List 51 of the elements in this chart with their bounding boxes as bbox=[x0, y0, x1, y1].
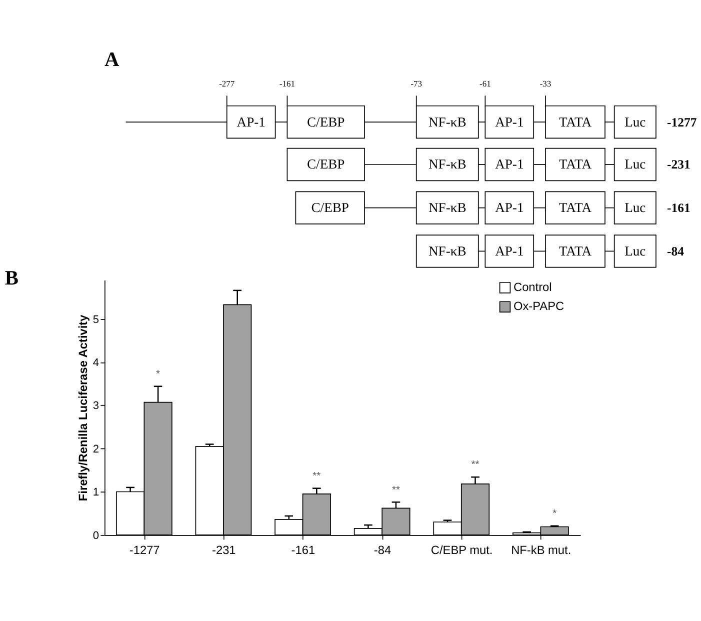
x-tick-label: -161 bbox=[291, 543, 316, 558]
text: AP-1 bbox=[495, 114, 524, 130]
legend-label: Control bbox=[514, 280, 552, 294]
text: -161 bbox=[279, 78, 295, 88]
y-tick-label: 3 bbox=[92, 400, 99, 412]
x-tick-label: -84 bbox=[374, 543, 392, 558]
text: -33 bbox=[540, 78, 552, 88]
x-tick-label: -231 bbox=[212, 543, 236, 558]
legend-label: Ox-PAPC bbox=[514, 299, 565, 314]
x-tick-label: NF-kB mut. bbox=[511, 543, 572, 558]
text: NF-κB bbox=[428, 243, 466, 258]
text: Luc bbox=[624, 114, 646, 130]
annotation: ** bbox=[471, 460, 480, 471]
text: NF-κB bbox=[428, 156, 466, 172]
y-tick-label: 4 bbox=[92, 356, 99, 369]
y-tick-label: 1 bbox=[92, 486, 99, 499]
text: -161 bbox=[667, 201, 690, 216]
text: AP-1 bbox=[495, 156, 524, 172]
text: -61 bbox=[480, 78, 491, 88]
text: -1277 bbox=[667, 115, 698, 130]
text: AP-1 bbox=[495, 200, 524, 216]
x-tick-label: C/EBP mut. bbox=[430, 543, 493, 558]
text: Luc bbox=[624, 243, 646, 258]
annotation: * bbox=[552, 508, 557, 520]
y-tick-label: 0 bbox=[92, 530, 99, 542]
text: A bbox=[104, 48, 120, 71]
annotation: * bbox=[156, 368, 160, 380]
annotation: ** bbox=[392, 484, 400, 496]
y-axis-title: Firefly/Renilla Luciferase Activity bbox=[76, 314, 90, 502]
y-tick-label: 2 bbox=[92, 443, 99, 456]
chart-title: B bbox=[4, 267, 19, 290]
text: AP-1 bbox=[236, 114, 266, 130]
text: TATA bbox=[558, 200, 592, 216]
text: AP-1 bbox=[495, 243, 524, 258]
text: -73 bbox=[410, 78, 422, 88]
text: TATA bbox=[558, 114, 592, 130]
annotation: ** bbox=[312, 470, 321, 482]
text: C/EBP bbox=[306, 114, 346, 130]
text: NF-κB bbox=[428, 200, 466, 216]
text: C/EBP bbox=[311, 200, 350, 216]
text: Luc bbox=[624, 156, 646, 172]
text: TATA bbox=[558, 243, 592, 258]
text: -231 bbox=[667, 158, 690, 172]
text: -277 bbox=[219, 78, 235, 88]
text: -84 bbox=[667, 244, 685, 258]
text: NF-κB bbox=[428, 114, 466, 130]
text: C/EBP bbox=[306, 156, 346, 172]
text: TATA bbox=[558, 156, 592, 172]
y-tick-label: 5 bbox=[92, 314, 99, 326]
x-tick-label: -1277 bbox=[129, 543, 160, 558]
text: Luc bbox=[624, 200, 646, 216]
